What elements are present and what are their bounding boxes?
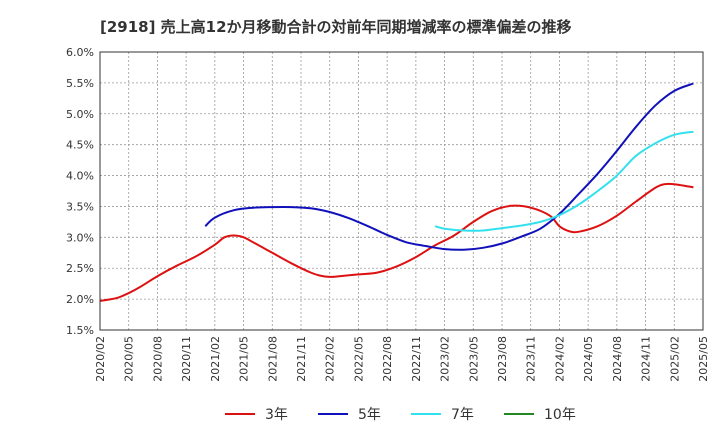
x-tick-label: 2021/02	[209, 336, 222, 382]
y-tick-label: 5.0%	[66, 108, 94, 121]
x-tick-label: 2022/02	[324, 336, 337, 382]
y-tick-label: 5.5%	[66, 77, 94, 90]
chart-title: [2918] 売上高12か月移動合計の対前年同期増減率の標準偏差の推移	[100, 18, 572, 36]
legend-label: 7年	[451, 407, 474, 423]
legend-label: 5年	[358, 407, 381, 423]
series-line-7年	[434, 130, 694, 232]
x-tick-label: 2024/05	[582, 336, 595, 382]
x-tick-label: 2021/08	[266, 336, 279, 382]
x-tick-label: 2023/08	[496, 336, 509, 382]
x-tick-label: 2021/05	[238, 336, 251, 382]
y-tick-label: 4.0%	[66, 170, 94, 183]
x-tick-label: 2025/05	[697, 336, 710, 382]
y-tick-label: 2.5%	[66, 262, 94, 275]
x-tick-label: 2022/08	[381, 336, 394, 382]
series-line-3年	[99, 182, 694, 302]
y-tick-label: 3.0%	[66, 231, 94, 244]
legend-label: 10年	[544, 407, 576, 423]
x-tick-label: 2024/11	[640, 336, 653, 382]
x-tick-label: 2022/11	[410, 336, 423, 382]
x-tick-label: 2021/11	[295, 336, 308, 382]
x-tick-label: 2024/02	[553, 336, 566, 382]
x-tick-label: 2023/05	[467, 336, 480, 382]
x-tick-label: 2020/11	[180, 336, 193, 382]
x-tick-label: 2022/05	[352, 336, 365, 382]
y-tick-label: 1.5%	[66, 324, 94, 337]
x-tick-label: 2024/08	[611, 336, 624, 382]
y-tick-label: 2.0%	[66, 293, 94, 306]
y-axis-ticks: 1.5% 2.0% 2.5% 3.0% 3.5% 4.0% 4.5% 5.0% 5.5% 6.0%	[66, 46, 94, 337]
x-tick-label: 2020/08	[151, 336, 164, 382]
x-axis-ticks: 2020/02 2020/05 2020/08 2020/11 2021/02 2021/…	[94, 336, 710, 382]
series-lines	[99, 82, 694, 302]
grid	[100, 52, 703, 330]
x-tick-label: 2023/11	[525, 336, 538, 382]
y-tick-label: 4.5%	[66, 139, 94, 152]
y-tick-label: 3.5%	[66, 200, 94, 213]
series-line-5年	[204, 82, 694, 251]
x-tick-label: 2020/02	[94, 336, 107, 382]
legend: 3年 5年 7年 10年	[225, 407, 576, 423]
x-tick-label: 2025/02	[668, 336, 681, 382]
y-tick-label: 6.0%	[66, 46, 94, 59]
plot-frame	[99, 51, 704, 331]
legend-label: 3年	[265, 407, 288, 423]
x-tick-label: 2020/05	[123, 336, 136, 382]
x-tick-label: 2023/02	[439, 336, 452, 382]
